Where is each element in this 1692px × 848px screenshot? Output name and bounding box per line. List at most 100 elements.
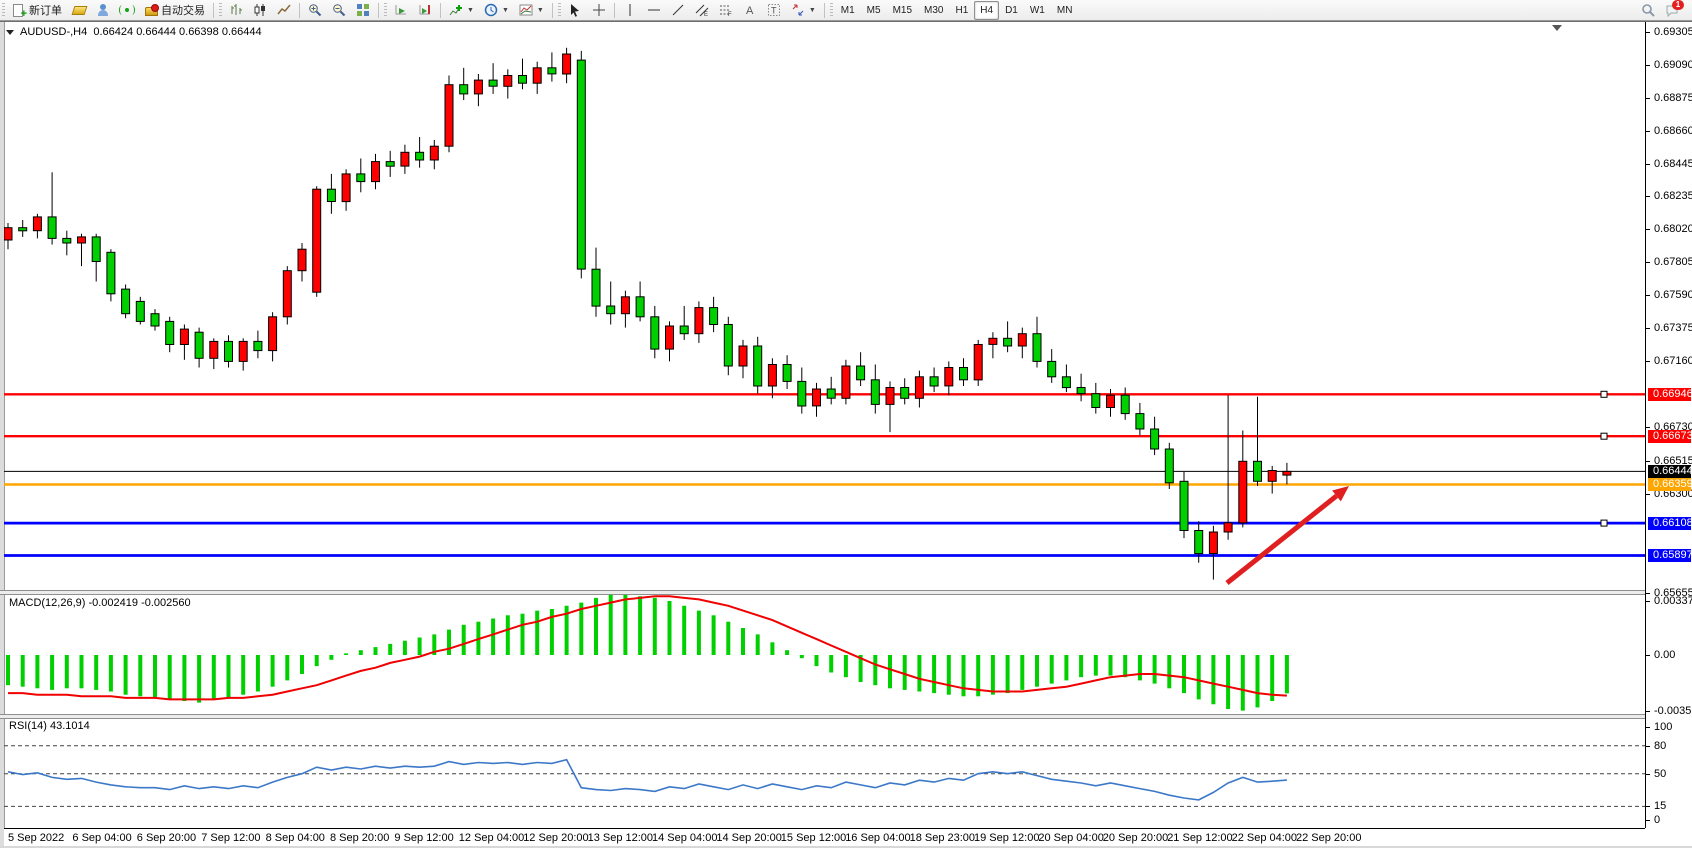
macd-pane[interactable]: MACD(12,26,9) -0.002419 -0.002560 [4,594,1645,714]
fibonacci-tool-button[interactable]: F [714,1,738,20]
ohlc-toggle-icon[interactable] [6,29,14,35]
timeframe-button-M15[interactable]: M15 [892,4,913,16]
cursor-tool-button[interactable] [563,1,587,20]
new-order-button[interactable]: + 新订单 [7,1,67,20]
timeframe-button-H4[interactable]: H4 [974,0,1000,20]
axis-tick-mark [1646,295,1650,296]
price-axis[interactable]: 0.69305 0.69090 0.68875 0.68660 0.68445 0.682… [1645,22,1692,828]
gold-ingot-button[interactable] [67,1,91,20]
chart-shift-icon [418,3,432,17]
rsi-chart[interactable] [4,717,1645,828]
tile-windows-icon [356,3,370,17]
indicators-caret-icon: ▼ [467,6,474,14]
time-axis-label: 5 Sep 2022 [8,832,65,844]
time-axis-label: 6 Sep 04:00 [72,832,132,844]
indicators-button[interactable]: ▼ [444,1,479,20]
timeframe-button-M1[interactable]: M1 [840,4,855,16]
timeframe-group: M1 M5 M15 M30 H1 H4 D1 W1 MN [835,0,1079,20]
price-tick-label: 100 [1654,721,1673,733]
axis-tick-mark [1646,806,1650,807]
signals-icon [119,3,135,17]
candlestick-chart-button[interactable] [248,1,272,20]
fibonacci-icon: F [719,3,733,17]
pane-splitter[interactable] [0,714,1692,719]
periods-caret-icon: ▼ [501,6,509,14]
axis-tick-mark [1646,593,1650,594]
new-order-label: 新订单 [29,5,62,17]
price-tick-label: 0.69305 [1654,26,1692,38]
notifications-button[interactable]: 1 [1660,0,1684,20]
zoom-in-button[interactable] [303,1,327,20]
timeframe-button-M5[interactable]: M5 [866,4,881,16]
notification-badge: 1 [1672,0,1684,10]
price-tick-label: 0.00 [1654,649,1676,661]
bar-chart-button[interactable] [224,1,248,20]
community-button[interactable] [91,1,115,20]
trendline-tool-button[interactable] [666,1,690,20]
time-axis-label: 20 Sep 04:00 [1038,832,1104,844]
axis-tick-mark [1646,32,1650,33]
ohlc-low: 0.66398 [179,26,219,38]
price-tick-label: 0.67590 [1654,289,1692,301]
vertical-line-tool-button[interactable] [618,1,642,20]
price-tick-label: 0.003372 [1654,595,1692,607]
timeframe-button-M30[interactable]: M30 [924,4,944,16]
timeframe-button-W1[interactable]: W1 [1029,4,1045,16]
chart-title: AUDUSD-,H4 0.66424 0.66444 0.66398 0.664… [6,26,262,38]
auto-scroll-icon [394,3,408,17]
auto-scroll-button[interactable] [389,1,413,20]
arrows-tool-button[interactable]: ▼ [786,1,821,20]
price-tick-label: 0.67375 [1654,322,1692,334]
price-tick-label: 0.66515 [1654,455,1692,467]
axis-tick-mark [1646,494,1650,495]
community-icon [96,3,110,17]
chart-shift-button[interactable] [413,1,437,20]
price-tick-label: 0.68875 [1654,92,1692,104]
text-icon: A [743,3,757,17]
time-axis[interactable]: 5 Sep 2022 6 Sep 04:00 6 Sep 20:00 7 Sep 12… [4,828,1645,848]
channel-tool-button[interactable]: E [690,1,714,20]
zoom-in-icon [308,3,322,17]
time-axis-label: 14 Sep 20:00 [716,832,782,844]
zoom-out-button[interactable] [327,1,351,20]
text-label-icon: T [767,3,781,17]
templates-caret-icon: ▼ [536,6,544,14]
timeframe-button-MN[interactable]: MN [1056,4,1073,16]
line-chart-button[interactable] [272,1,296,20]
autotrading-button[interactable]: 自动交易 [139,1,210,20]
horizontal-line-tool-button[interactable] [642,1,666,20]
zoom-out-icon [332,3,346,17]
search-button[interactable] [1636,1,1660,20]
time-axis-label: 9 Sep 12:00 [394,832,454,844]
autotrading-label: 自动交易 [161,5,205,17]
axis-tick-mark [1646,262,1650,263]
templates-button[interactable]: ▼ [514,1,549,20]
price-tick-label: 0.67805 [1654,256,1692,268]
rsi-pane[interactable]: RSI(14) 43.1014 [4,717,1645,828]
price-tick-label: 0.65655 [1654,587,1692,599]
signals-button[interactable] [115,1,139,20]
line-chart-icon [277,3,291,17]
candlestick-chart[interactable] [4,24,1645,590]
price-tick-label: 0.67160 [1654,355,1692,367]
timeframe-button-H1[interactable]: H1 [955,4,969,16]
time-axis-label: 8 Sep 20:00 [330,832,390,844]
macd-chart[interactable] [4,594,1645,714]
pane-splitter[interactable] [0,590,1692,595]
axis-tick-mark [1646,164,1650,165]
price-tick-label: 0.68445 [1654,158,1692,170]
main-price-pane[interactable] [4,24,1645,590]
text-tool-button[interactable]: A [738,1,762,20]
periods-button[interactable]: ▼ [479,1,514,20]
gold-ingot-icon [71,3,88,17]
crosshair-tool-button[interactable] [587,1,611,20]
timeframe-button-D1[interactable]: D1 [1005,4,1018,16]
axis-tick-mark [1646,131,1650,132]
price-tick-label: 0 [1654,814,1661,826]
time-axis-label: 14 Sep 04:00 [652,832,718,844]
tile-windows-button[interactable] [351,1,375,20]
text-label-tool-button[interactable]: T [762,1,786,20]
time-axis-label: 22 Sep 20:00 [1296,832,1362,844]
axis-tick-mark [1646,746,1650,747]
